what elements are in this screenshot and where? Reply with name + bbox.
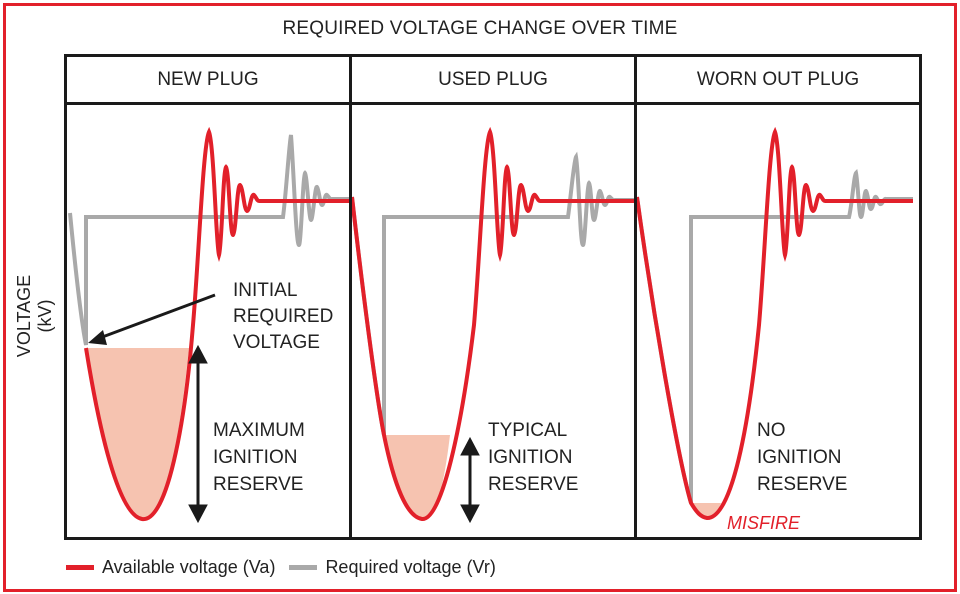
reserve-label-new-line-1: MAXIMUM	[213, 420, 305, 441]
reserve-area-new	[86, 348, 189, 520]
available-voltage-curve-used	[352, 126, 634, 521]
diagram-title: REQUIRED VOLTAGE CHANGE OVER TIME	[282, 18, 678, 39]
panel-title-new-plug: NEW PLUG	[67, 57, 349, 105]
legend-swatch-available	[66, 565, 94, 570]
legend-label-required: Required voltage (Vr)	[325, 557, 496, 577]
annotation-line-2: REQUIRED	[233, 306, 333, 327]
annotation-line-3: VOLTAGE	[233, 332, 320, 353]
required-voltage-curve-used	[352, 151, 634, 436]
reserve-label-worn-line-1: NO	[757, 420, 786, 441]
reserve-label-used: TYPICAL IGNITION RESERVE	[488, 420, 578, 495]
legend-item-available: Available voltage (Va)	[66, 557, 275, 578]
y-axis-label: VOLTAGE (kV)	[14, 274, 55, 358]
legend-label-available: Available voltage (Va)	[102, 557, 276, 577]
panel-used-plug: USED PLUG TYPICAL IGNITION RESERVE	[349, 54, 637, 540]
annotation-initial-required-voltage: INITIAL REQUIRED VOLTAGE	[233, 280, 333, 353]
reserve-label-worn-line-2: IGNITION	[757, 447, 841, 468]
plot-used-plug: TYPICAL IGNITION RESERVE	[352, 126, 634, 524]
plot-worn-out-plug: MISFIRE NO IGNITION RESERVE	[637, 126, 913, 533]
reserve-arrow-used	[460, 436, 480, 524]
reserve-label-new: MAXIMUM IGNITION RESERVE	[213, 420, 305, 495]
panel-worn-out-plug: WORN OUT PLUG MISFIRE NO IGNITION RESERV…	[634, 54, 922, 540]
outer-frame	[3, 3, 957, 592]
reserve-label-new-line-3: RESERVE	[213, 474, 303, 495]
misfire-label: MISFIRE	[727, 513, 801, 533]
annotation-line-1: INITIAL	[233, 280, 297, 301]
panel-title-worn-out-plug: WORN OUT PLUG	[637, 57, 919, 105]
reserve-arrow-new	[188, 344, 208, 524]
reserve-label-worn-line-3: RESERVE	[757, 474, 847, 495]
reserve-label-worn: NO IGNITION RESERVE	[757, 420, 847, 495]
available-voltage-curve-new	[84, 126, 349, 522]
reserve-label-used-line-3: RESERVE	[488, 474, 578, 495]
panel-title-used-plug: USED PLUG	[352, 57, 634, 105]
available-voltage-curve-worn	[637, 126, 913, 521]
legend-item-required: Required voltage (Vr)	[289, 557, 496, 578]
reserve-label-used-line-1: TYPICAL	[488, 420, 567, 441]
panel-new-plug: NEW PLUG INITIAL REQUIRED VOLTAGE MAXIMU…	[64, 54, 352, 540]
annotation-arrowhead	[88, 330, 107, 345]
legend: Available voltage (Va) Required voltage …	[66, 557, 510, 578]
annotation-arrow-line	[96, 293, 216, 341]
legend-swatch-required	[289, 565, 318, 570]
reserve-label-used-line-2: IGNITION	[488, 447, 572, 468]
reserve-area-used	[384, 435, 450, 520]
reserve-label-new-line-2: IGNITION	[213, 447, 297, 468]
plot-new-plug: INITIAL REQUIRED VOLTAGE MAXIMUM IGNITIO…	[68, 126, 349, 524]
